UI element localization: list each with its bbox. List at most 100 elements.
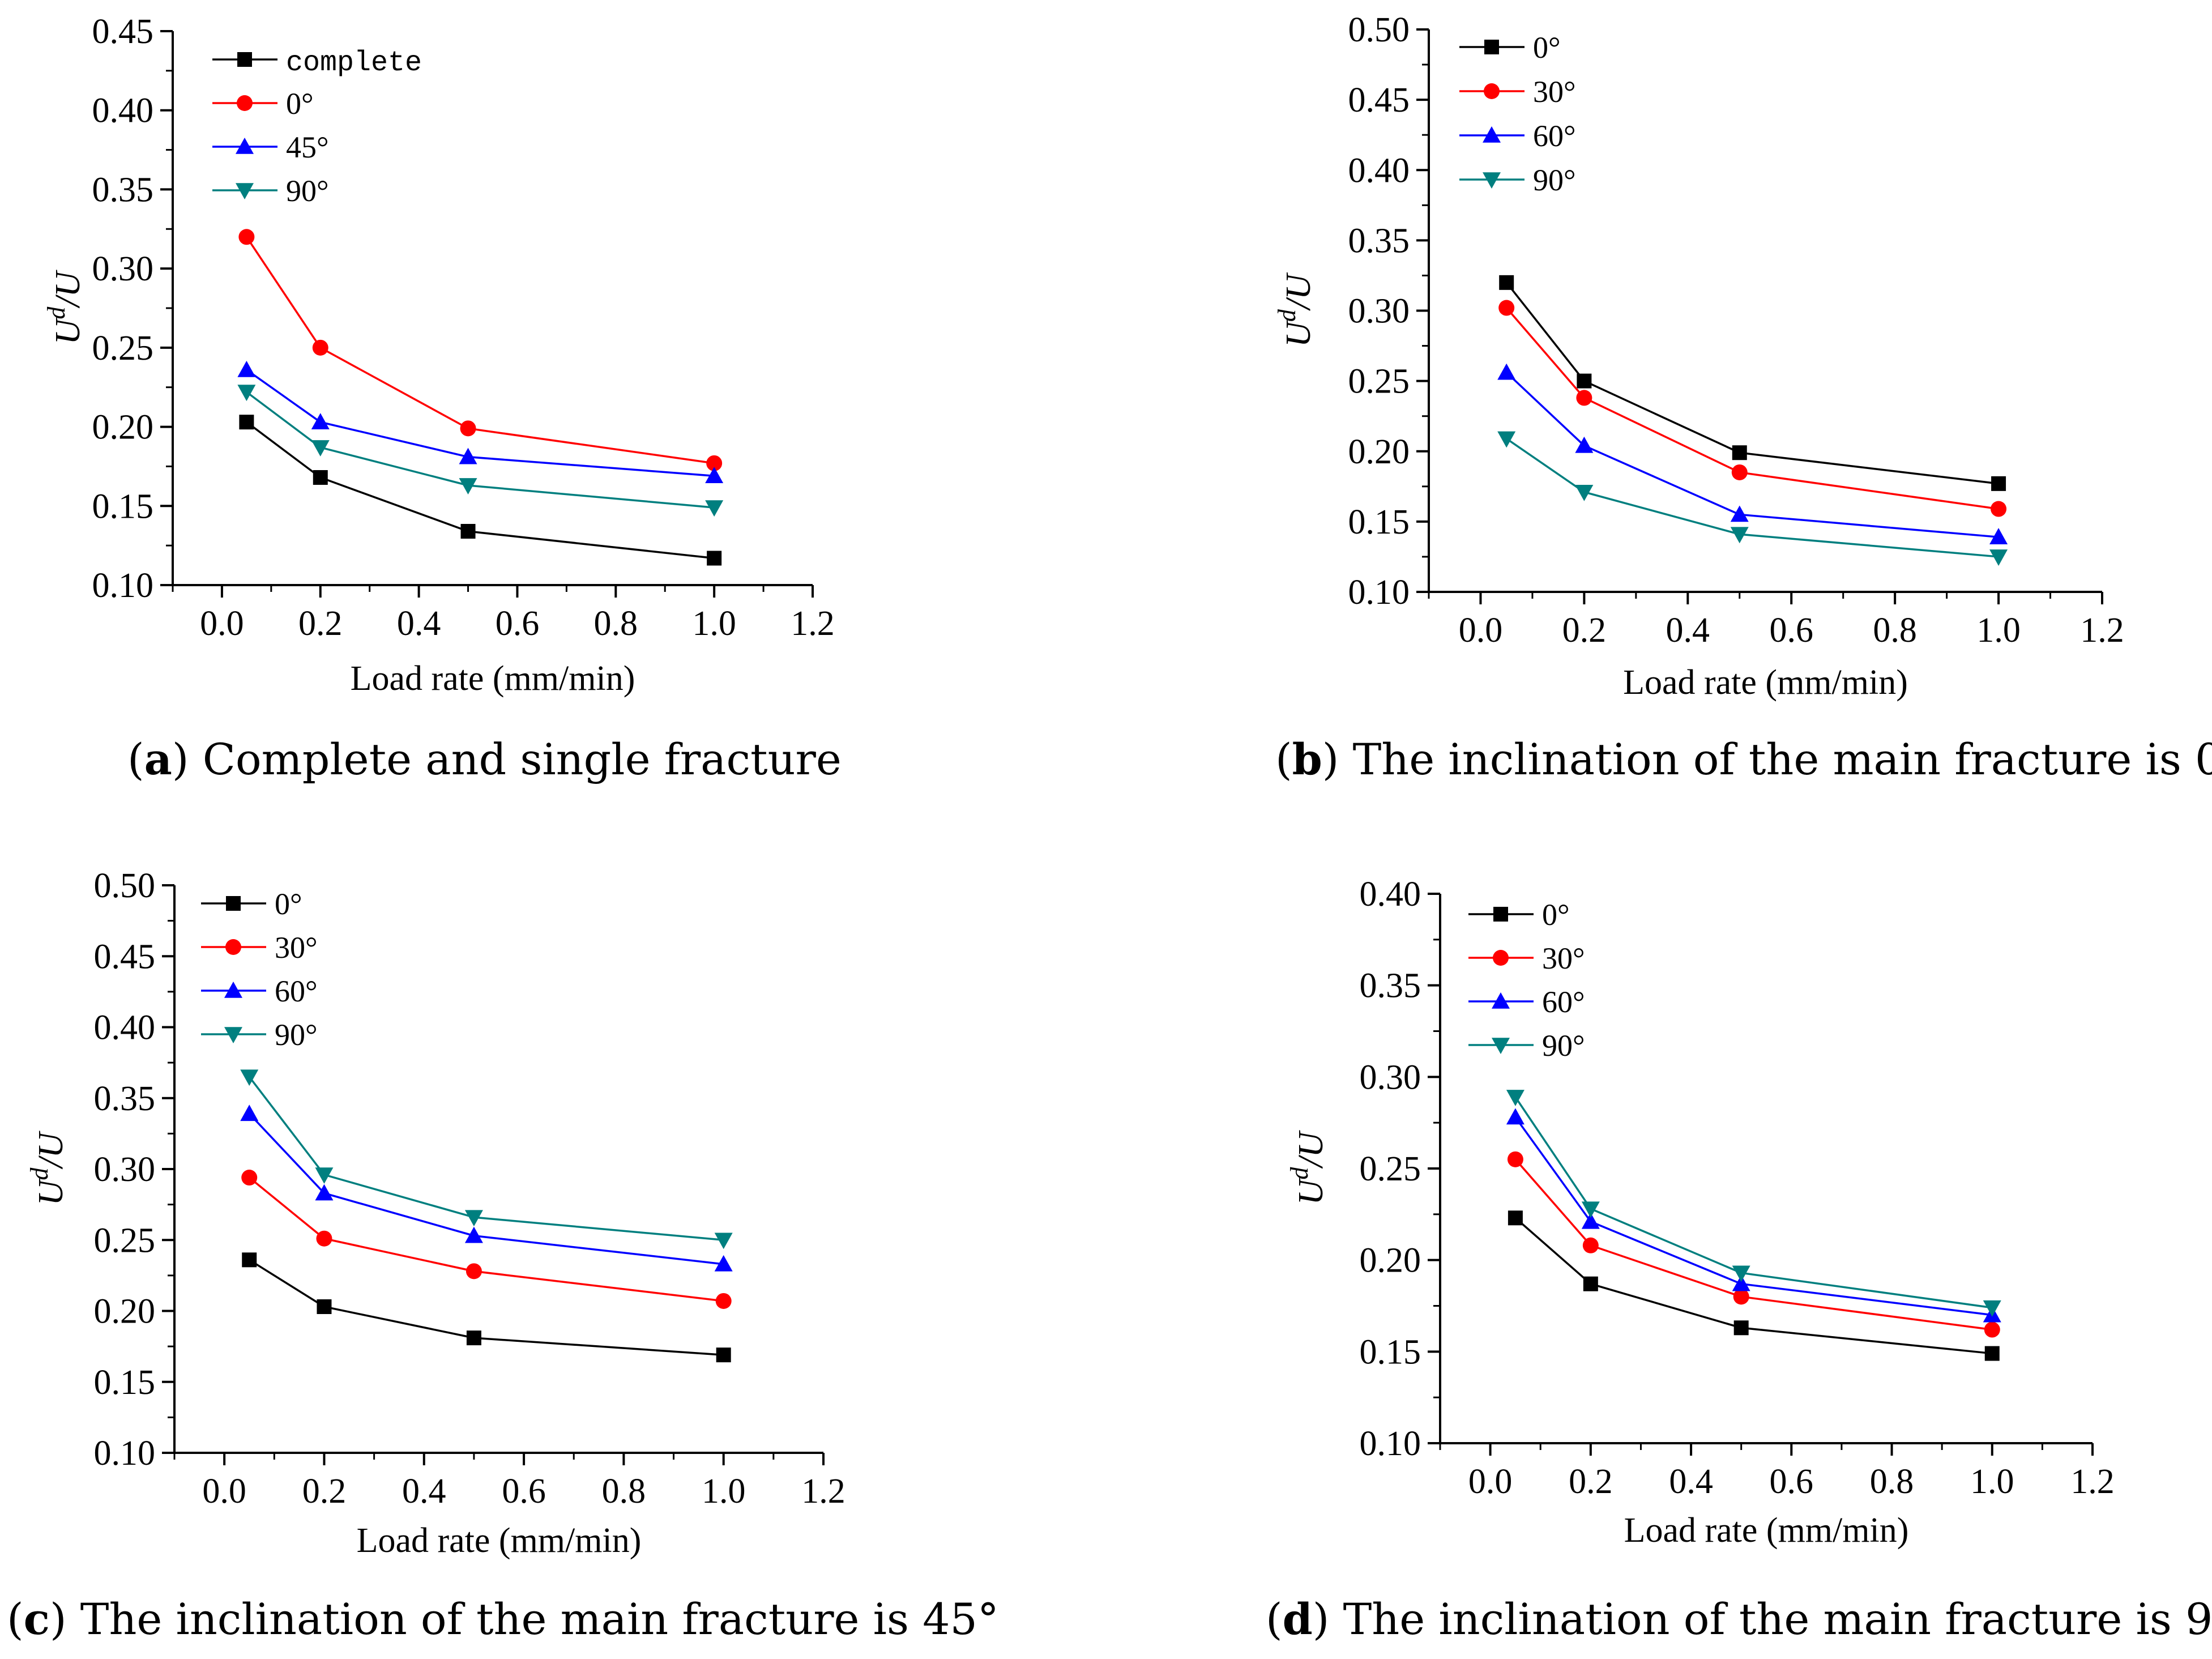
y-axis-title-tail: /U [1292,1129,1330,1168]
legend-marker [237,95,253,111]
x-tick-label: 0.6 [1770,1462,1814,1501]
legend-label: 60° [275,974,318,1008]
data-point [1989,549,2008,566]
legend-marker [1484,40,1499,54]
data-point [315,1184,334,1201]
y-tick-label: 0.15 [1348,503,1410,541]
data-point [239,415,254,430]
series-line-0 [1514,1217,1992,1355]
data-point [464,1226,483,1243]
x-tick-label: 1.0 [692,604,736,643]
y-axis-title: Ud/U [1273,272,1318,347]
x-tick-label: 0.2 [298,604,343,643]
y-axis-title-tail: /U [32,1130,70,1169]
series-line-1 [249,1176,724,1302]
data-point [1507,1151,1523,1167]
x-tick-label: 1.2 [791,604,835,643]
y-tick-label: 0.15 [94,1363,156,1402]
data-point [237,360,256,377]
y-axis-title-sup: d [1286,1167,1313,1180]
data-point [1731,464,1748,480]
series-line-3 [1506,437,1999,558]
chart-panel-c: 0.10 0.15 0.20 0.25 0.30 0.35 0.40 0.45 0.50 0.0 0… [25,867,845,1560]
legend-label: 60° [1533,119,1576,153]
caption-b-letter: b [1292,734,1322,784]
legend-marker [226,896,241,911]
chart-panel-b: 0.10 0.15 0.20 0.25 0.30 0.35 0.40 0.45 0.50 0.0 0… [1273,11,2124,702]
caption-b: (b) The inclination of the main fracture… [1275,734,2212,784]
y-tick-label: 0.35 [1360,967,1421,1005]
x-tick-label: 1.0 [1976,611,2021,650]
y-tick-label: 0.25 [1360,1150,1421,1188]
data-point [1582,1237,1599,1253]
x-tick-label: 0.2 [302,1472,347,1511]
legend-marker [1484,83,1500,99]
legend-marker [225,939,241,955]
x-axis-title: Load rate (mm/min) [1624,1511,1909,1550]
y-tick-label: 0.35 [94,1080,156,1118]
data-point [1581,1212,1600,1229]
y-tick-label: 0.10 [92,566,154,605]
x-tick-label: 0.4 [397,604,441,643]
caption-a-text: Complete and single fracture [189,734,842,784]
data-point [1499,275,1514,290]
y-tick-label: 0.35 [1348,221,1410,260]
y-tick-label: 0.30 [94,1150,156,1189]
y-axis-title-tail: /U [1279,272,1318,311]
legend-label: 90° [275,1018,318,1052]
data-point [1732,1265,1750,1282]
y-tick-label: 0.30 [92,250,154,288]
y-tick-label: 0.10 [1360,1425,1421,1463]
data-point [311,413,330,429]
chart-panel-d: 0.10 0.15 0.20 0.25 0.30 0.35 0.40 0.0 0.2 0.4 0.6… [1286,875,2115,1550]
caption-d: (d) The inclination of the main fracture… [1266,1594,2212,1644]
legend-marker [236,183,254,199]
y-tick-label: 0.15 [1360,1333,1421,1371]
data-point [1732,445,1747,460]
data-point [466,1330,481,1346]
data-point [459,478,477,494]
legend-label: 90° [1542,1029,1585,1063]
data-point [459,447,477,464]
legend-label: 60° [1542,985,1585,1019]
data-point [238,229,255,245]
series-line-1 [245,236,715,464]
x-tick-label: 0.0 [202,1472,246,1511]
y-tick-label: 0.40 [1348,151,1410,190]
y-tick-label: 0.30 [1360,1058,1421,1097]
x-tick-label: 0.2 [1569,1462,1613,1501]
legend-marker [1483,126,1501,143]
data-point [1991,476,2006,491]
legend-label: 0° [275,887,302,921]
data-point [1984,1346,2000,1361]
legend-label: 30° [1542,941,1585,975]
data-point [240,1069,259,1086]
data-point [1733,1289,1749,1305]
legend-marker [224,1027,242,1043]
y-axis-title: Ud/U [1286,1129,1330,1205]
x-axis-title: Load rate (mm/min) [1623,663,1908,702]
data-point [240,1104,259,1121]
x-tick-label: 0.0 [1468,1462,1513,1501]
data-point [312,339,328,356]
y-tick-label: 0.20 [1360,1242,1421,1280]
series-line-2 [1514,1116,1992,1316]
y-axis-title-main: U [1292,1177,1330,1205]
x-tick-label: 0.4 [1669,1462,1713,1501]
data-point [315,1167,334,1184]
y-tick-label: 0.50 [94,867,156,905]
x-tick-label: 0.0 [1459,611,1503,650]
chart-panel-a: 0.10 0.15 0.20 0.25 0.30 0.35 0.40 0.45 0.0 0.2 0.… [42,12,835,698]
legend-marker [1492,992,1510,1009]
x-tick-label: 0.8 [1870,1462,1914,1501]
legend-label: 90° [1533,163,1576,197]
y-tick-label: 0.25 [94,1221,156,1260]
x-tick-label: 1.2 [801,1472,845,1511]
data-point [1575,436,1594,453]
data-point [1498,300,1515,316]
data-point [1730,505,1749,522]
y-tick-label: 0.50 [1348,11,1410,49]
data-point [1497,431,1516,448]
data-point [1506,1108,1525,1125]
